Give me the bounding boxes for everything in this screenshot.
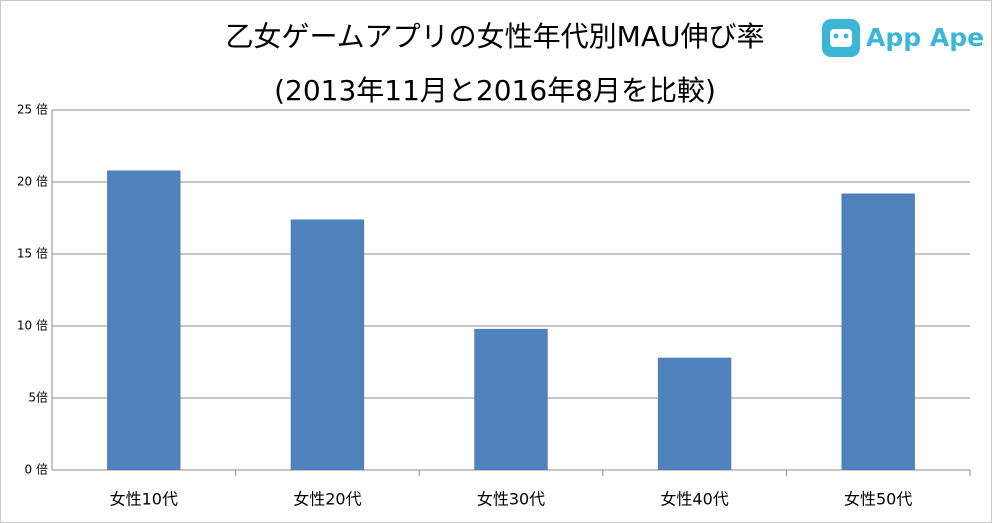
bar <box>107 170 181 471</box>
bar <box>841 193 915 470</box>
y-tick-label: 15 倍 <box>17 246 48 261</box>
x-tick-label: 女性40代 <box>660 490 728 509</box>
y-tick-label: 20 倍 <box>17 174 48 189</box>
x-tick-label: 女性10代 <box>110 490 178 509</box>
brand-logo: App Ape <box>822 19 984 57</box>
logo-eye <box>843 33 849 39</box>
logo-eye <box>833 33 839 39</box>
x-tick-label: 女性50代 <box>844 490 912 509</box>
bar <box>474 328 548 470</box>
logo-face <box>830 29 852 47</box>
x-tick-label: 女性30代 <box>477 490 545 509</box>
chart-subtitle: (2013年11月と2016年8月を比較) <box>274 74 716 107</box>
y-tick-label: 5倍 <box>28 390 48 405</box>
bar <box>657 357 732 470</box>
y-tick-label: 0 倍 <box>25 462 48 477</box>
x-tick-label: 女性20代 <box>293 490 361 509</box>
y-tick-label: 25 倍 <box>17 102 48 117</box>
bar <box>290 219 365 470</box>
y-tick-label: 10 倍 <box>17 318 48 333</box>
brand-name: App Ape <box>866 23 984 52</box>
chart-title: 乙女ゲームアプリの女性年代別MAU伸び率 <box>226 20 765 53</box>
